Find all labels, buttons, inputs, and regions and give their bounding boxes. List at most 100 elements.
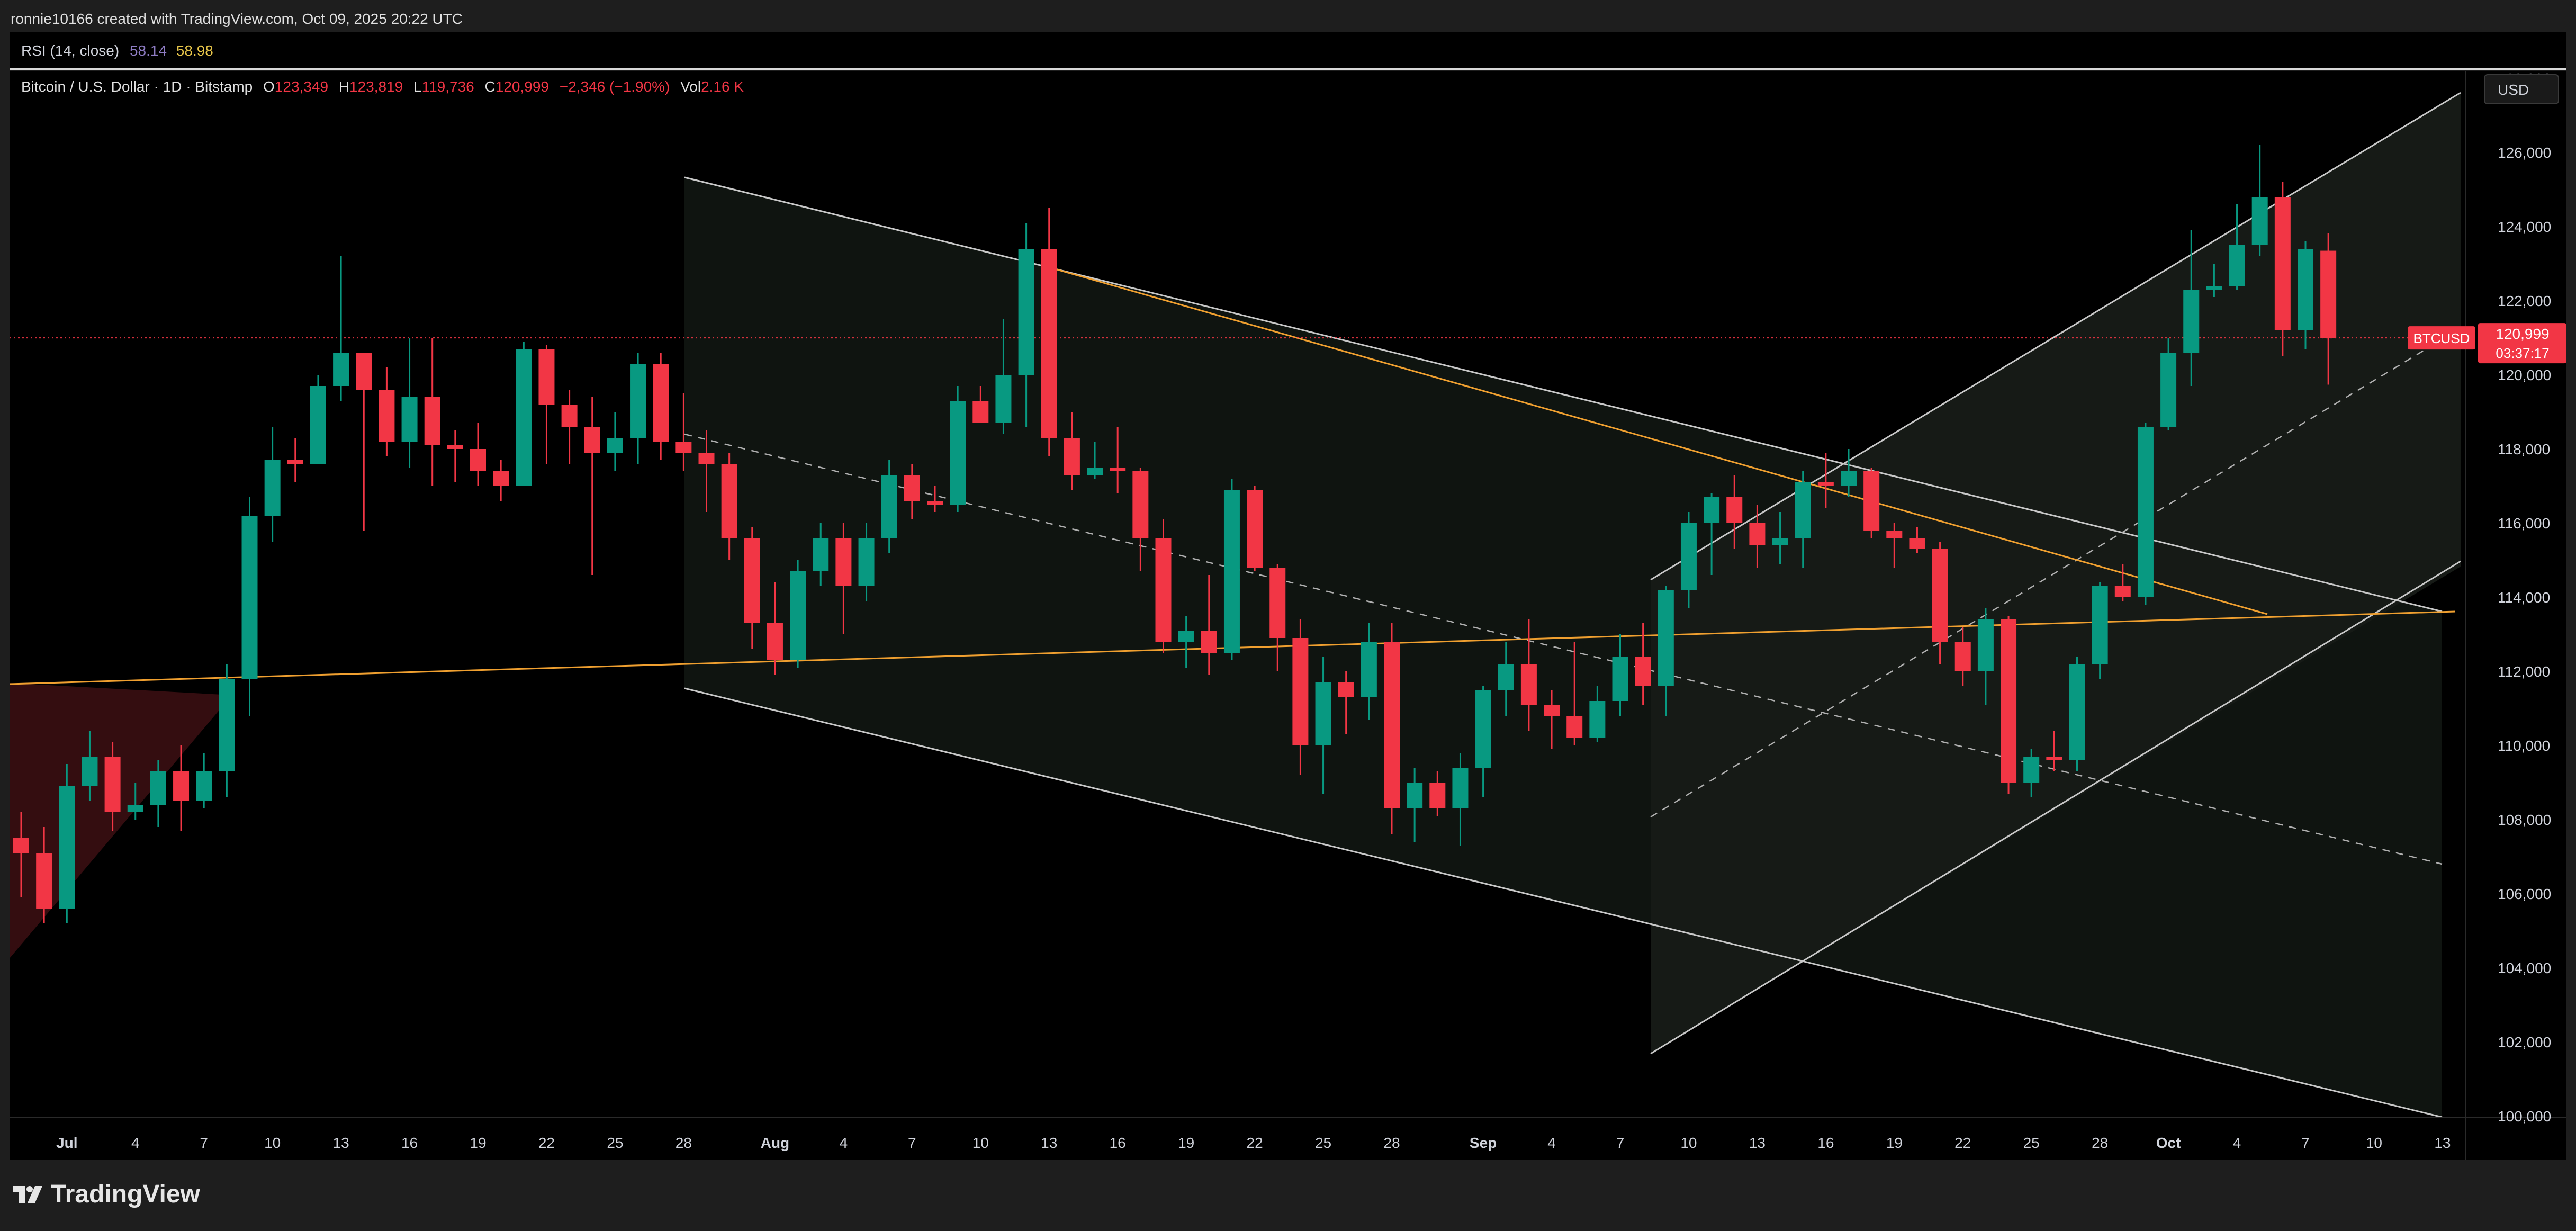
ascending-channel-lower-line[interactable]: [1650, 560, 2461, 1055]
candle[interactable]: [1566, 642, 1583, 745]
candle[interactable]: [1110, 427, 1126, 493]
candle[interactable]: [287, 438, 303, 482]
candle[interactable]: [1726, 475, 1743, 549]
candle[interactable]: [2023, 749, 2040, 797]
price-chart-pane[interactable]: 100,000 102,000 104,000 106,000 108,000 110,0…: [10, 70, 2566, 1160]
candle[interactable]: [447, 430, 463, 482]
candle[interactable]: [950, 386, 966, 512]
candle[interactable]: [1932, 542, 1948, 664]
candle[interactable]: [196, 753, 212, 808]
candle[interactable]: [379, 367, 395, 456]
candle[interactable]: [470, 423, 486, 486]
candle[interactable]: [1223, 479, 1240, 660]
price-scale-background[interactable]: [2466, 71, 2566, 1117]
candle[interactable]: [1384, 623, 1400, 834]
candle[interactable]: [1680, 512, 1697, 608]
candle[interactable]: [2114, 564, 2131, 601]
candle[interactable]: [1361, 623, 1377, 720]
candle[interactable]: [1247, 486, 1263, 571]
candle[interactable]: [813, 523, 829, 586]
candle[interactable]: [241, 497, 258, 716]
candle[interactable]: [1338, 671, 1354, 734]
symbol-legend[interactable]: Bitcoin / U.S. Dollar · 1D · Bitstamp O1…: [21, 78, 744, 95]
candle[interactable]: [424, 338, 440, 486]
candle[interactable]: [1977, 608, 1994, 705]
candle[interactable]: [173, 745, 190, 831]
candle[interactable]: [1475, 686, 1491, 797]
candle[interactable]: [59, 764, 75, 923]
candle[interactable]: [1589, 686, 1606, 742]
candle[interactable]: [1201, 575, 1217, 675]
candle[interactable]: [104, 742, 121, 831]
candle[interactable]: [2092, 582, 2108, 679]
candle[interactable]: [2320, 233, 2337, 385]
candle[interactable]: [1612, 634, 1628, 716]
tradingview-logo[interactable]: TradingView: [12, 1180, 200, 1209]
candle[interactable]: [1132, 468, 1149, 571]
candle[interactable]: [1704, 493, 1720, 575]
candle[interactable]: [1886, 523, 1903, 568]
candle[interactable]: [1269, 564, 1286, 671]
candle[interactable]: [584, 397, 600, 575]
candle[interactable]: [630, 353, 646, 464]
candle[interactable]: [744, 527, 760, 649]
candle[interactable]: [721, 453, 737, 560]
candle[interactable]: [1178, 616, 1194, 668]
candle[interactable]: [1772, 512, 1788, 564]
candle[interactable]: [82, 731, 98, 801]
candle[interactable]: [13, 812, 29, 897]
top-trendline[interactable]: [1055, 268, 2268, 615]
candle[interactable]: [2069, 657, 2085, 771]
candle[interactable]: [2298, 241, 2313, 349]
candle[interactable]: [927, 486, 943, 512]
candle[interactable]: [858, 523, 875, 601]
candle[interactable]: [2183, 230, 2200, 386]
currency-button[interactable]: USD: [2484, 74, 2559, 104]
candle[interactable]: [538, 345, 555, 464]
candle[interactable]: [790, 560, 806, 668]
candle[interactable]: [1954, 627, 1971, 686]
candle[interactable]: [1909, 527, 1925, 553]
candle[interactable]: [2137, 423, 2154, 605]
candle[interactable]: [1018, 223, 1034, 427]
candle[interactable]: [356, 353, 372, 531]
candle[interactable]: [1841, 449, 1857, 497]
candle[interactable]: [493, 460, 509, 501]
candle[interactable]: [1658, 586, 1674, 716]
candle[interactable]: [1635, 623, 1651, 705]
candle[interactable]: [1407, 768, 1423, 842]
candle[interactable]: [767, 582, 783, 675]
candle[interactable]: [1064, 412, 1080, 490]
descending-channel-lower-line[interactable]: [684, 687, 2443, 1117]
ascending-channel-upper-line[interactable]: [1650, 92, 2461, 581]
candle[interactable]: [1749, 505, 1766, 568]
candle[interactable]: [264, 427, 281, 542]
candle[interactable]: [2229, 204, 2245, 290]
candle[interactable]: [972, 386, 989, 423]
candle[interactable]: [2001, 616, 2017, 794]
candle[interactable]: [1429, 771, 1446, 816]
last-price-tag[interactable]: BTCUSD 120,999 03:37:17: [2408, 323, 2566, 364]
candle[interactable]: [219, 664, 235, 797]
candle[interactable]: [653, 353, 669, 460]
candle[interactable]: [2251, 145, 2268, 256]
candle[interactable]: [1863, 468, 1880, 538]
candle[interactable]: [2046, 731, 2062, 771]
candle[interactable]: [36, 827, 52, 923]
candle[interactable]: [995, 319, 1012, 434]
candle[interactable]: [1544, 690, 1560, 749]
candle[interactable]: [1452, 753, 1469, 846]
ascending-channel-median-line[interactable]: [1650, 327, 2461, 818]
candle[interactable]: [1498, 642, 1514, 716]
candle[interactable]: [881, 460, 897, 553]
candle[interactable]: [1520, 619, 1537, 731]
candle[interactable]: [150, 760, 166, 827]
candle[interactable]: [1315, 657, 1331, 794]
candle[interactable]: [1041, 208, 1057, 456]
candle[interactable]: [2206, 264, 2222, 297]
candle[interactable]: [1817, 453, 1834, 508]
candle[interactable]: [401, 338, 418, 468]
candle[interactable]: [698, 430, 715, 512]
rsi-legend[interactable]: RSI (14, close) 58.14 58.98: [10, 32, 2566, 70]
candlestick-chart[interactable]: 100,000 102,000 104,000 106,000 108,000 110,0…: [10, 70, 2566, 1160]
